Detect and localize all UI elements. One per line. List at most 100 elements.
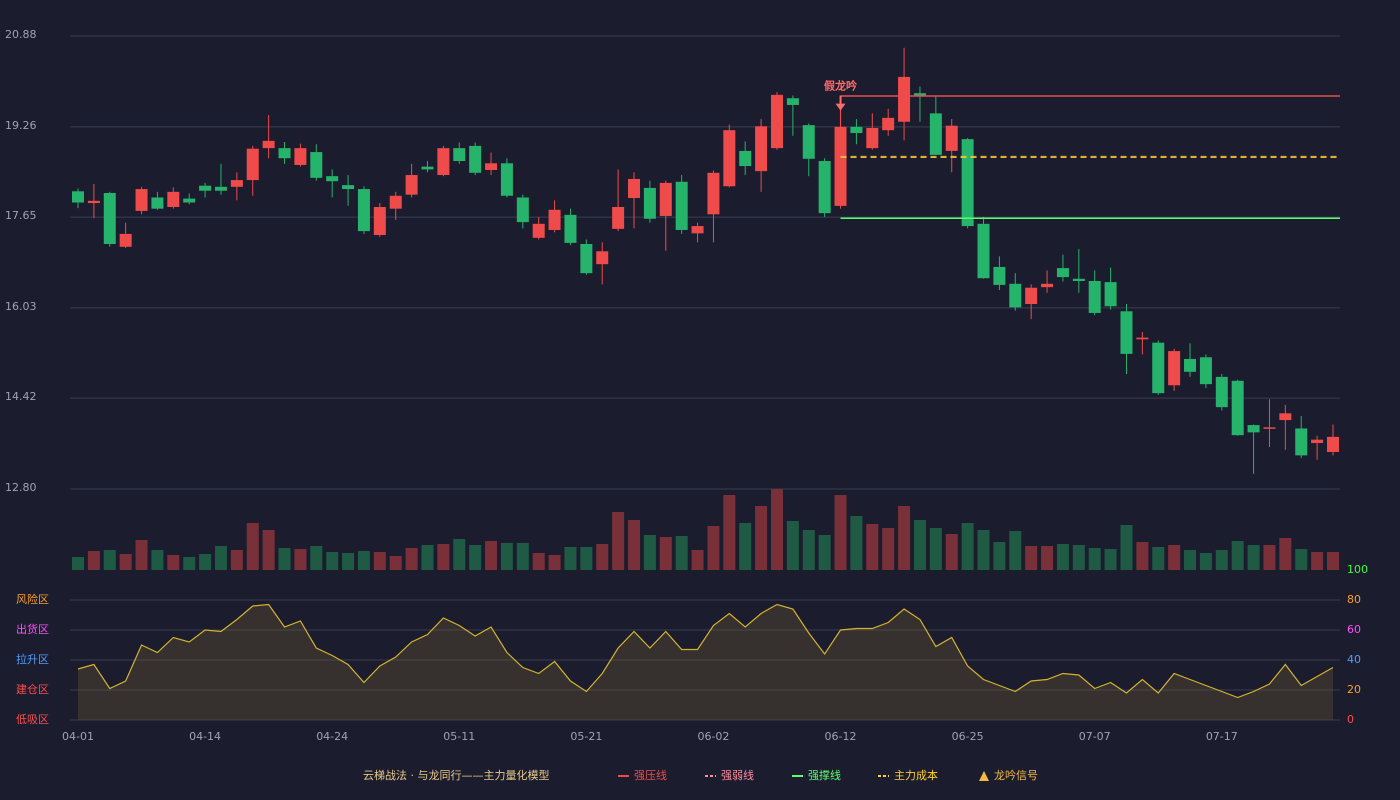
volume-bar xyxy=(1120,525,1133,570)
volume-bar xyxy=(929,528,942,570)
indicator-tick-label: 40 xyxy=(1347,653,1361,666)
indicator-line xyxy=(77,603,1334,699)
indicator-area xyxy=(78,604,1333,720)
y-tick-label: 16.03 xyxy=(5,300,37,313)
volume-bar xyxy=(485,541,498,570)
candle-body xyxy=(214,186,227,191)
candle-body xyxy=(564,214,577,243)
volume-bar xyxy=(993,542,1006,570)
legend-label: 强弱线 xyxy=(721,768,754,782)
volume-bar xyxy=(755,506,768,570)
volume-bar xyxy=(882,528,895,570)
candle-body xyxy=(246,148,259,181)
volume-bar xyxy=(1025,546,1038,570)
candle-body xyxy=(278,148,291,159)
volume-bar xyxy=(1056,544,1069,570)
candle-body xyxy=(802,125,815,159)
legend-label: 强压线 xyxy=(634,768,667,782)
volume-bar xyxy=(675,536,688,570)
candle-body xyxy=(1279,413,1292,421)
volume-bar xyxy=(183,557,196,570)
volume-bar xyxy=(1136,542,1149,570)
candle-body xyxy=(1263,427,1276,429)
y-tick-label: 20.88 xyxy=(5,28,37,41)
candle-body xyxy=(357,189,370,232)
volume-bar xyxy=(898,506,911,570)
volume-bar xyxy=(643,535,656,570)
candle-body xyxy=(326,176,339,182)
volume-bar xyxy=(707,526,720,570)
volume-bar xyxy=(262,530,275,570)
indicator-tick-label: 20 xyxy=(1347,683,1361,696)
volume-bar xyxy=(119,554,132,570)
candle-body xyxy=(898,76,911,122)
volume-bar xyxy=(1327,552,1339,570)
volume-bar xyxy=(723,495,736,570)
volume-bar xyxy=(326,552,339,570)
candle-body xyxy=(913,93,926,97)
candle-body xyxy=(548,209,561,230)
y-tick-label: 19.26 xyxy=(5,119,37,132)
candle-body xyxy=(1120,311,1133,354)
volume-bar xyxy=(913,520,926,570)
volume-bar xyxy=(453,539,466,570)
candle-body xyxy=(199,185,212,191)
volume-bar xyxy=(977,530,990,570)
candle-body xyxy=(1184,358,1197,372)
candle-body xyxy=(596,251,609,265)
volume-bar xyxy=(72,557,84,570)
candle-body xyxy=(993,266,1006,285)
candle-body xyxy=(310,152,323,178)
candle-body xyxy=(230,180,243,187)
volume-bar xyxy=(866,524,879,570)
candle-body xyxy=(770,94,783,149)
x-tick-label: 07-17 xyxy=(1206,730,1238,743)
volume-bar xyxy=(278,548,291,570)
candle-body xyxy=(342,185,355,190)
volume-bar xyxy=(1088,548,1101,570)
legend-label: 主力成本 xyxy=(894,768,938,782)
volume-bar xyxy=(818,535,831,570)
volume-bar xyxy=(500,543,513,570)
candle-body xyxy=(72,191,84,203)
volume-bar xyxy=(135,540,148,570)
candle-body xyxy=(707,172,720,215)
volume-bar xyxy=(1215,550,1228,570)
volume-bar xyxy=(310,546,323,570)
volume-bar xyxy=(1009,531,1022,570)
candle-body xyxy=(485,163,498,170)
candle-body xyxy=(1327,436,1339,452)
zone-label: 低吸区 xyxy=(16,713,49,726)
candle-body xyxy=(87,200,100,204)
candle-body xyxy=(1072,278,1085,282)
candle-body xyxy=(389,195,402,209)
candle-body xyxy=(1295,428,1308,456)
candle-body xyxy=(405,175,418,195)
legend-label: 强撑线 xyxy=(808,768,841,782)
candle-body xyxy=(882,117,895,131)
candle-body xyxy=(612,206,625,229)
candle-body xyxy=(1104,282,1117,307)
volume-bar xyxy=(739,523,752,570)
candle-body xyxy=(723,130,736,187)
candle-body xyxy=(961,139,974,227)
volume-bar xyxy=(1279,538,1292,570)
volume-bar xyxy=(961,523,974,570)
volume-bar xyxy=(167,555,180,570)
candle-body xyxy=(691,226,704,234)
candle-body xyxy=(1247,425,1260,433)
candle-body xyxy=(135,189,148,211)
volume-bar xyxy=(1072,545,1085,570)
candle-body xyxy=(262,140,275,149)
candle-body xyxy=(1041,283,1054,288)
indicator-tick-label: 0 xyxy=(1347,713,1354,726)
candle-body xyxy=(1231,380,1244,436)
volume-bar xyxy=(1311,552,1324,570)
indicator-tick-label: 60 xyxy=(1347,623,1361,636)
volume-bar xyxy=(659,537,672,570)
candle-body xyxy=(1199,357,1212,385)
y-tick-label: 12.80 xyxy=(5,481,37,494)
candle-body xyxy=(437,148,450,176)
candle-body xyxy=(1025,287,1038,304)
volume-bar xyxy=(580,547,593,570)
